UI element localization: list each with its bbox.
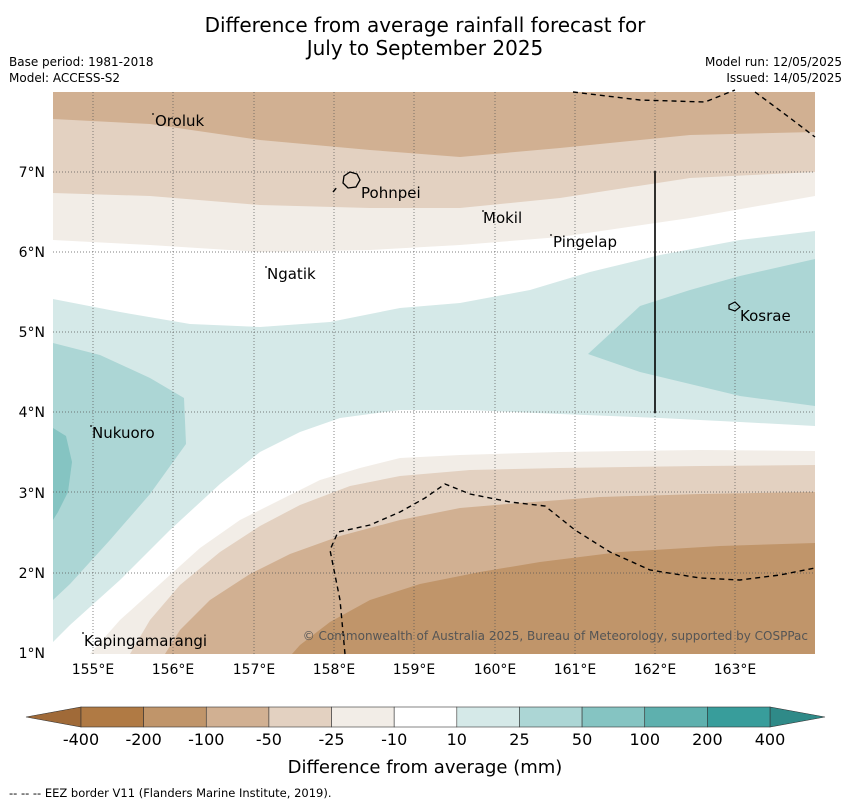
label-kosrae: Kosrae [740, 307, 791, 325]
colorbar-cell [143, 706, 207, 728]
lat-tick: 1°N [19, 646, 45, 662]
lat-tick: 4°N [19, 405, 45, 421]
eez-border [329, 89, 816, 655]
colorbar-cell [80, 706, 144, 728]
colorbar-title: Difference from average (mm) [288, 757, 563, 778]
lon-tick: 159°E [393, 662, 436, 678]
lon-tick: 157°E [233, 662, 276, 678]
colorbar-extend-low [25, 706, 82, 728]
label-mokil: Mokil [483, 209, 522, 227]
lon-tick: 158°E [313, 662, 356, 678]
lon-tick: 160°E [474, 662, 517, 678]
label-ngatik: Ngatik [267, 265, 316, 283]
chart-title-line-1: Difference from average rainfall forecas… [204, 13, 646, 37]
colorbar-tick-label: -400 [63, 730, 99, 749]
band-wet-25-west [53, 343, 186, 600]
model-name: Model: ACCESS-S2 [9, 71, 121, 85]
colorbar-tick-label: 25 [509, 730, 529, 749]
lon-tick: 156°E [152, 662, 195, 678]
colorbar-tick-label: -100 [188, 730, 224, 749]
colorbar-tick-label: 400 [755, 730, 786, 749]
colorbar-tick-label: 100 [629, 730, 660, 749]
base-period: Base period: 1981-2018 [9, 55, 154, 69]
lat-tick: 3°N [19, 486, 45, 502]
lon-tick: 162°E [634, 662, 677, 678]
lon-tick: 161°E [554, 662, 597, 678]
longitude-ticks: 155°E 156°E 157°E 158°E 159°E 160°E 161°… [72, 662, 757, 678]
colorbar-cell [268, 706, 332, 728]
band-wet-50-west [53, 428, 72, 520]
colorbar: -400 -200 -100 -50 -25 -10 10 25 50 100 200 400 [25, 706, 826, 749]
colorbar-cell [519, 706, 583, 728]
lat-tick: 7°N [19, 165, 45, 181]
kosrae-island-icon [728, 301, 741, 312]
lon-tick: 163°E [714, 662, 757, 678]
lat-tick: 6°N [19, 245, 45, 261]
label-pingelap: Pingelap [553, 233, 617, 251]
lat-tick: 5°N [19, 325, 45, 341]
label-pohnpei: Pohnpei [361, 184, 421, 202]
latitude-ticks: 7°N 6°N 5°N 4°N 3°N 2°N 1°N [19, 165, 45, 662]
rainfall-difference-field [53, 92, 815, 654]
colorbar-tick-label: -25 [318, 730, 344, 749]
colorbar-cell [205, 706, 270, 728]
colorbar-cell [331, 706, 395, 728]
model-run: Model run: 12/05/2025 [704, 55, 842, 69]
band-wet-25-east [588, 259, 815, 406]
colorbar-cell [707, 706, 771, 728]
lon-tick: 155°E [72, 662, 115, 678]
label-kapingamarangi: Kapingamarangi [84, 632, 207, 650]
colorbar-cell [393, 706, 458, 728]
colorbar-extend-high [769, 706, 826, 728]
label-oroluk: Oroluk [155, 112, 204, 130]
colorbar-cell [456, 706, 520, 728]
colorbar-tick-label: -10 [381, 730, 407, 749]
colorbar-tick-label: 50 [572, 730, 592, 749]
label-nukuoro: Nukuoro [92, 424, 155, 442]
colorbar-tick-label: -200 [125, 730, 161, 749]
colorbar-tick-label: 10 [447, 730, 467, 749]
band-dry-200-south [292, 543, 815, 654]
copyright-notice: © Commonwealth of Australia 2025, Bureau… [303, 629, 808, 643]
atoll-markers [82, 113, 552, 634]
colorbar-tick-label: 200 [692, 730, 723, 749]
colorbar-cell [581, 706, 646, 728]
eez-legend-note: -- -- -- EEZ border V11 (Flanders Marine… [9, 786, 331, 800]
issued-date: Issued: 14/05/2025 [726, 71, 842, 85]
lat-tick: 2°N [19, 566, 45, 582]
chart-title-line-2: July to September 2025 [306, 36, 544, 60]
colorbar-tick-label: -50 [256, 730, 282, 749]
pohnpei-island-icon [342, 171, 361, 189]
colorbar-cell [644, 706, 708, 728]
